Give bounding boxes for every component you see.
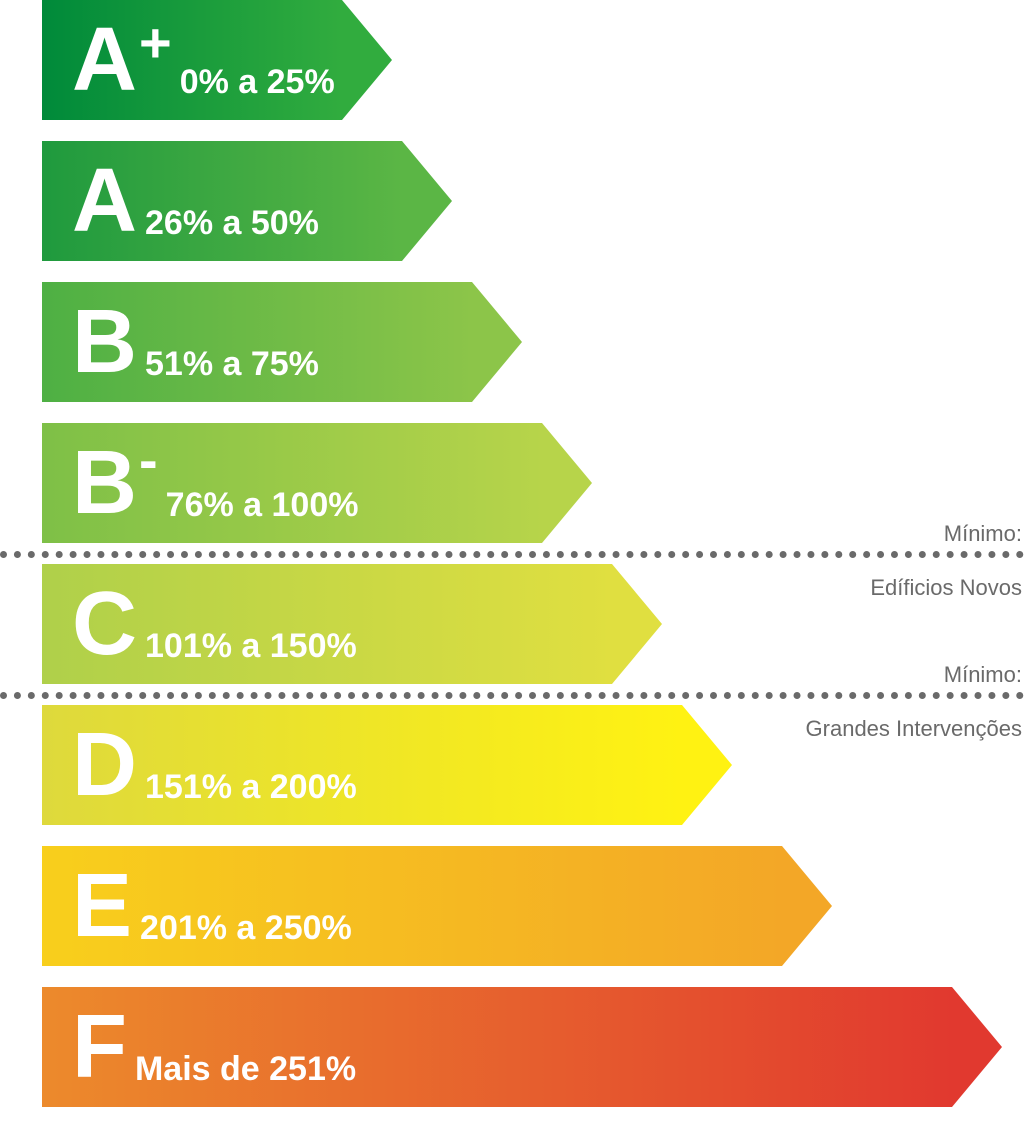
arrow-body: E201% a 250% xyxy=(42,846,782,966)
grade-letter: A xyxy=(42,156,137,246)
arrow-tip xyxy=(402,141,452,261)
grade-letter: B- xyxy=(42,438,158,528)
annotation-label-bottom: Grandes Intervenções xyxy=(806,715,1022,744)
range-label: 0% a 25% xyxy=(180,63,335,102)
annotation-label-bottom: Edíficios Novos xyxy=(870,574,1022,603)
arrow-tip xyxy=(952,987,1002,1107)
arrow-body: B-76% a 100% xyxy=(42,423,542,543)
range-label: 51% a 75% xyxy=(145,345,319,384)
range-label: 76% a 100% xyxy=(166,486,359,525)
arrow-tip xyxy=(472,282,522,402)
arrow-tip xyxy=(612,564,662,684)
annotation-label-top: Mínimo: xyxy=(870,520,1022,549)
rating-row-Aplus: A+0% a 25% xyxy=(42,0,392,120)
arrow-tip xyxy=(542,423,592,543)
rating-row-D: D151% a 200% xyxy=(42,705,732,825)
rating-row-C: C101% a 150% xyxy=(42,564,662,684)
range-label: 26% a 50% xyxy=(145,204,319,243)
annotation-label-top: Mínimo: xyxy=(806,661,1022,690)
grade-letter: C xyxy=(42,579,137,669)
grade-letter: A+ xyxy=(42,15,172,105)
arrow-tip xyxy=(342,0,392,120)
grade-suffix: + xyxy=(139,11,172,74)
arrow-body: A+0% a 25% xyxy=(42,0,342,120)
grade-letter: D xyxy=(42,720,137,810)
arrow-body: A26% a 50% xyxy=(42,141,402,261)
rating-row-Bminus: B-76% a 100% xyxy=(42,423,592,543)
arrow-body: D151% a 200% xyxy=(42,705,682,825)
arrow-tip xyxy=(782,846,832,966)
range-label: 101% a 150% xyxy=(145,627,357,666)
threshold-annotation: Mínimo: Grandes Intervenções xyxy=(806,661,1022,744)
rating-row-F: FMais de 251% xyxy=(42,987,1002,1107)
grade-letter: F xyxy=(42,1002,127,1092)
arrow-tip xyxy=(682,705,732,825)
grade-letter: B xyxy=(42,297,137,387)
arrow-body: FMais de 251% xyxy=(42,987,952,1107)
rating-row-B: B51% a 75% xyxy=(42,282,522,402)
grade-letter: E xyxy=(42,861,132,951)
range-label: 151% a 200% xyxy=(145,768,357,807)
arrow-body: C101% a 150% xyxy=(42,564,612,684)
range-label: Mais de 251% xyxy=(135,1050,356,1089)
rating-row-E: E201% a 250% xyxy=(42,846,832,966)
arrow-body: B51% a 75% xyxy=(42,282,472,402)
grade-suffix: - xyxy=(139,428,158,491)
range-label: 201% a 250% xyxy=(140,909,352,948)
rating-row-A: A26% a 50% xyxy=(42,141,452,261)
threshold-annotation: Mínimo: Edíficios Novos xyxy=(870,520,1022,603)
